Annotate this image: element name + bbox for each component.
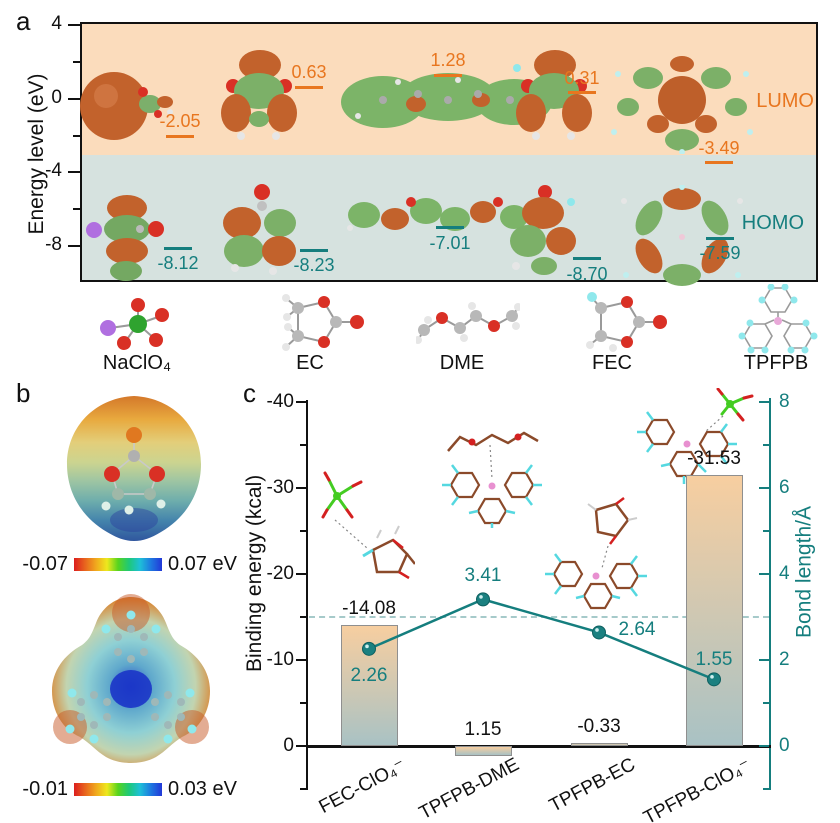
panel-a-major-tick xyxy=(68,171,80,174)
panel-a-minor-tick xyxy=(73,134,80,137)
bond-length-value-0: 2.26 xyxy=(350,664,388,686)
tpfpb-dme-complex-inset xyxy=(442,431,542,528)
ec-molecule-model xyxy=(282,294,364,351)
molecule-name-naclo4: NaClO₄ xyxy=(102,352,172,374)
fec-homo-orbital-isosurface xyxy=(510,185,576,275)
panel-c-left-tick-label: 0 xyxy=(283,735,294,756)
tpfpb-molecule-model xyxy=(738,284,818,354)
panel-c-right-tick-label: 8 xyxy=(779,391,790,412)
tpfpb-ec-complex-inset xyxy=(545,497,647,610)
tpfpb-esp-scale-max: 0.03 eV xyxy=(168,778,237,800)
panel-c-left-major-tick xyxy=(296,487,306,489)
panel-c-left-axis xyxy=(306,400,308,790)
fec-molecule-model xyxy=(586,292,667,352)
dme-molecule-model xyxy=(416,302,520,344)
homo-region-tag: HOMO xyxy=(741,212,804,234)
panel-a-major-tick xyxy=(68,97,80,100)
bond-length-marker-1 xyxy=(476,592,490,607)
panel-c-left-major-tick xyxy=(296,573,306,575)
ec-lumo-orbital-isosurface xyxy=(221,50,297,140)
fec-clo4-complex-inset xyxy=(321,471,415,580)
panel-c-left-major-tick xyxy=(296,659,306,661)
panel-c-right-axis xyxy=(769,398,771,790)
panel-c-left-major-tick xyxy=(296,401,306,403)
naclo4-molecule-model xyxy=(100,298,169,350)
lumo-region-tag: LUMO xyxy=(756,90,814,112)
panel-a-major-tick xyxy=(68,24,80,26)
binding-energy-bar-3 xyxy=(685,474,743,746)
bond-length-value-1: 3.41 xyxy=(464,565,502,587)
molecule-name-fec: FEC xyxy=(592,352,632,374)
dme-homo-orbital-isosurface xyxy=(347,197,541,231)
tpfpb-esp-scale-min: -0.01 xyxy=(22,778,68,800)
panel-c-letter: c xyxy=(243,378,256,408)
panel-c-left-major-tick xyxy=(296,745,306,747)
panel-a-minor-tick xyxy=(73,208,80,211)
panel-c-right-tick-label: 0 xyxy=(779,735,790,756)
tpfpb-homo-orbital-isosurface xyxy=(621,185,743,286)
binding-energy-value-0: -14.08 xyxy=(342,597,396,619)
molecule-name-ec: EC xyxy=(296,352,324,374)
bond-length-marker-3 xyxy=(707,672,721,687)
tpfpb-clo4-complex-inset xyxy=(637,388,754,484)
panel-a-letter: a xyxy=(16,6,31,36)
fec-esp-scale-max: 0.07 eV xyxy=(168,553,237,575)
tpfpb-lumo-orbital-isosurface xyxy=(611,56,753,154)
tpfpb-esp-colorbar xyxy=(74,783,162,796)
category-label-1: TPFPB-DME xyxy=(416,754,523,823)
category-label-0: FEC-ClO₄⁻ xyxy=(315,754,410,818)
category-label-2: TPFPB-EC xyxy=(546,754,639,817)
marker-highlight xyxy=(595,628,599,632)
bond-length-value-2: 2.64 xyxy=(618,619,656,641)
panel-a-y-axis-title: Energy level (eV) xyxy=(25,73,48,235)
panel-c-right-major-tick xyxy=(759,659,769,661)
naclo4-homo-orbital-isosurface xyxy=(86,195,164,281)
category-label-3: TPFPB-ClO₄⁻ xyxy=(640,754,755,823)
tpfpb-esp-map xyxy=(52,594,210,763)
panel-c-right-major-tick xyxy=(759,573,769,575)
panel-b-letter: b xyxy=(16,378,31,408)
binding-energy-value-2: -0.33 xyxy=(577,716,621,738)
bond-length-marker-2 xyxy=(592,625,606,640)
panel-a-major-tick xyxy=(68,245,80,248)
marker-highlight xyxy=(479,595,483,599)
marker-highlight xyxy=(710,675,714,679)
marker-highlight xyxy=(365,644,369,649)
molecule-name-dme: DME xyxy=(439,352,485,374)
fec-esp-scale-min: -0.07 xyxy=(22,553,68,575)
bond-length-reference-line xyxy=(309,616,769,618)
panel-a-minor-tick xyxy=(73,60,80,63)
naclo4-lumo-orbital-isosurface xyxy=(80,72,173,140)
panel-c-right-axis-title: Bond length/Å xyxy=(792,506,816,638)
bond-length-value-3: 1.55 xyxy=(695,649,733,671)
fec-lumo-orbital-isosurface xyxy=(513,50,592,140)
panel-c-zero-line xyxy=(306,745,771,748)
fec-esp-colorbar xyxy=(74,558,162,571)
ec-homo-orbital-isosurface xyxy=(223,184,296,275)
panel-a-tick-label: 4 xyxy=(51,13,62,34)
panel-c-left-axis-title: Binding energy (kcal) xyxy=(243,474,266,672)
bond-length-marker-0 xyxy=(362,641,376,656)
molecule-name-tpfpb: TPFPB xyxy=(743,352,809,374)
fec-esp-map xyxy=(67,396,201,541)
binding-energy-bar-0 xyxy=(340,624,398,746)
binding-energy-value-1: 1.15 xyxy=(464,719,502,740)
